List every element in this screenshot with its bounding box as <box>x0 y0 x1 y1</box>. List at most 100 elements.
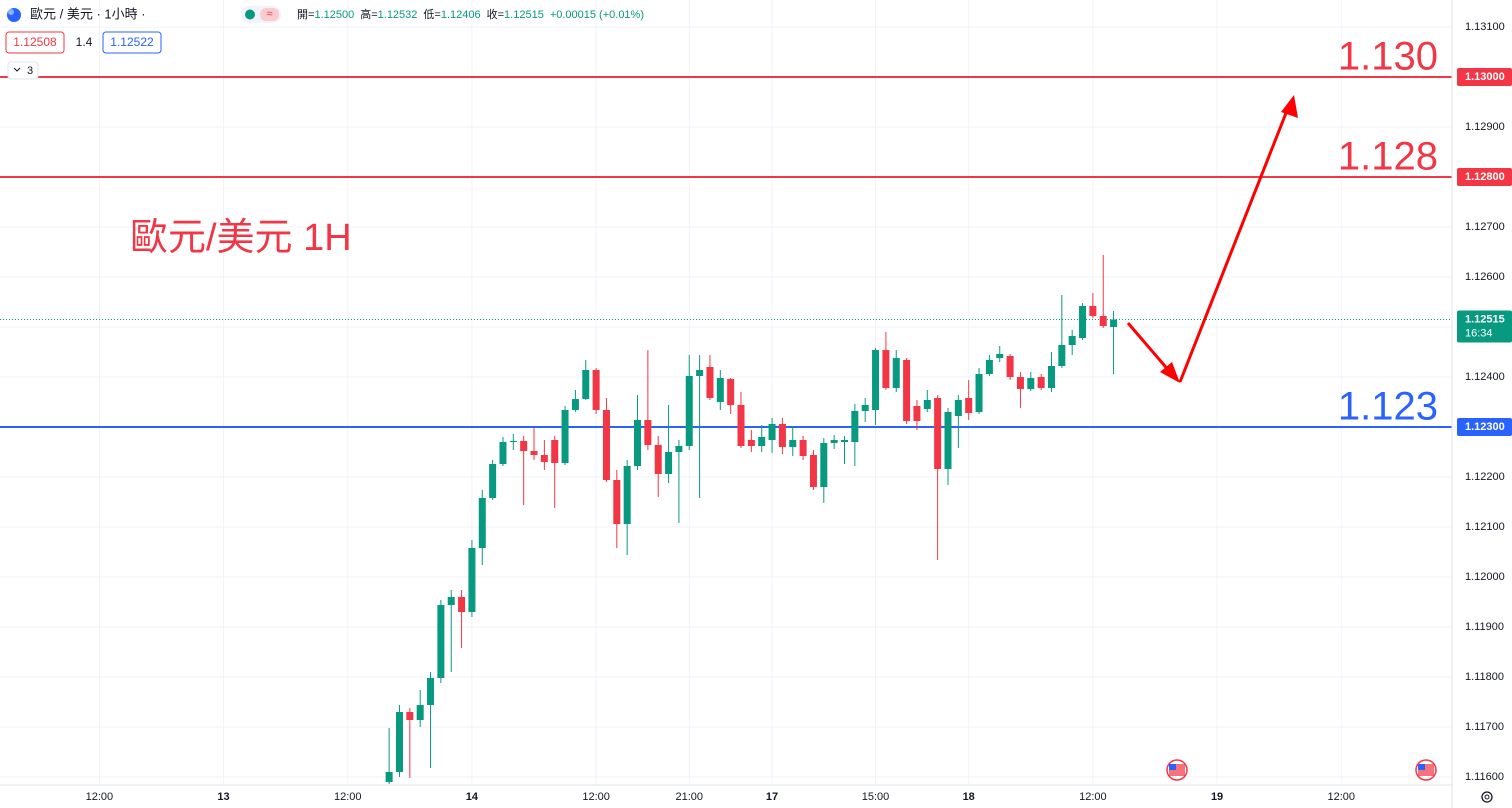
arrow-head <box>1281 95 1298 118</box>
ask-box[interactable] <box>102 31 162 54</box>
level-axis-box <box>1457 418 1512 436</box>
candle-body <box>830 440 838 443</box>
candle-body <box>799 440 807 456</box>
candle-body <box>458 597 466 612</box>
event-flag[interactable] <box>1415 759 1437 781</box>
ohlc-change: +0.00015 (+0.01%) <box>550 9 644 21</box>
x-tick-label: 14 <box>466 791 479 803</box>
level-axis-box <box>1457 168 1512 186</box>
ohlc-label: 高= <box>360 7 377 21</box>
candle-body <box>758 437 766 446</box>
candle-body <box>1006 356 1014 377</box>
arrows <box>1126 95 1298 383</box>
candle-body <box>1037 377 1045 388</box>
y-tick-label: 1.11600 <box>1465 771 1504 783</box>
x-tick-label: 12:00 <box>1327 791 1355 803</box>
candle-body <box>551 440 559 463</box>
candle-body <box>582 370 590 399</box>
level-axis-label: 1.12300 <box>1465 421 1505 433</box>
indicator-toggle[interactable] <box>7 61 39 80</box>
y-tick-label: 1.11800 <box>1465 671 1504 683</box>
candle-body <box>520 441 528 451</box>
candle-body <box>820 443 828 487</box>
candle-body <box>706 367 714 398</box>
candle-body <box>561 410 569 463</box>
countdown: 16:34 <box>1465 327 1493 339</box>
event-flag[interactable] <box>1166 759 1188 781</box>
toggle-icon: ≈ <box>266 8 272 20</box>
x-tick-label: 12:00 <box>334 791 362 803</box>
symbol-icon-part <box>8 9 14 15</box>
ask-price: 1.12522 <box>110 35 154 49</box>
candle-body <box>634 420 642 466</box>
last-price-box <box>1457 310 1512 343</box>
x-tick-label: 17 <box>766 791 778 803</box>
candle-body <box>665 452 673 474</box>
candle-body <box>675 446 683 452</box>
last-price-label: 1.12515 <box>1465 313 1505 325</box>
y-tick-label: 1.11700 <box>1465 721 1504 733</box>
candle-body <box>861 405 869 411</box>
candle-body <box>416 705 424 720</box>
x-tick-label: 12:00 <box>582 791 610 803</box>
candle-body <box>716 378 724 402</box>
candle-body <box>965 398 973 413</box>
candle-body <box>727 379 735 405</box>
candle-body <box>840 440 848 442</box>
candle-body <box>1079 306 1087 338</box>
ohlc-value: 1.12500 <box>314 9 354 21</box>
candle-body <box>623 466 631 524</box>
indicator-count: 3 <box>27 65 33 77</box>
ohlc-label: 收= <box>487 7 504 21</box>
candle-body <box>944 412 952 469</box>
ohlc-label: 低= <box>423 8 440 21</box>
y-tick-label: 1.12100 <box>1465 521 1505 533</box>
ohlc-value: 1.12532 <box>378 9 418 21</box>
candle-body <box>489 464 497 498</box>
ohlc-label: 開= <box>297 8 314 21</box>
candle-body <box>509 441 517 442</box>
symbol-title[interactable]: 歐元 / 美元 · 1小時 · <box>30 6 146 21</box>
candle-body <box>1016 377 1024 389</box>
candle-body <box>1047 366 1055 388</box>
candle-body <box>592 370 600 410</box>
candle-body <box>903 360 911 421</box>
x-tick-label: 12:00 <box>86 791 114 803</box>
candle-body <box>427 678 435 705</box>
x-tick-label: 12:00 <box>1079 791 1107 803</box>
settings-icon[interactable] <box>1481 791 1493 803</box>
candle-body <box>395 712 403 772</box>
y-tick-label: 1.12000 <box>1465 571 1505 583</box>
candle-body <box>530 451 538 455</box>
bid-box[interactable] <box>5 31 65 54</box>
candle-body <box>872 350 880 410</box>
candle-body <box>778 424 786 447</box>
y-tick-label: 1.12600 <box>1465 271 1505 283</box>
level-axis-label: 1.13000 <box>1465 71 1505 83</box>
candle-body <box>768 424 776 440</box>
candle-body <box>478 498 486 548</box>
candle-body <box>934 398 942 469</box>
level-axis-box <box>1457 68 1512 86</box>
candle-body <box>913 406 921 421</box>
candle-body <box>1089 306 1097 316</box>
candle-body <box>954 400 962 416</box>
candle-body <box>851 411 859 442</box>
candle-body <box>1068 336 1076 345</box>
x-tick-label: 19 <box>1211 791 1223 803</box>
chevron <box>13 67 21 72</box>
x-tick-label: 13 <box>217 791 229 803</box>
ohlc-legend: 開=1.12500 高=1.12532 低=1.12406 收=1.12515 +0.0… <box>297 7 644 21</box>
candle-body <box>437 605 445 678</box>
x-tick-label: 21:00 <box>675 791 703 803</box>
candle-body <box>644 420 652 445</box>
y-tick-label: 1.12700 <box>1465 221 1505 233</box>
candle-body <box>923 400 931 409</box>
candle-body <box>892 358 900 388</box>
y-tick-label: 1.13100 <box>1465 21 1505 33</box>
ohlc-value: 1.12406 <box>441 9 481 21</box>
candle-body <box>613 480 621 524</box>
level-label: 1.123 <box>1338 385 1438 429</box>
candle-body <box>882 350 890 388</box>
